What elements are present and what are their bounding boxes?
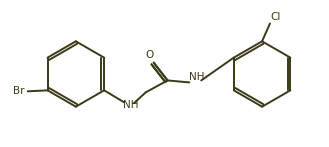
Text: Br: Br <box>13 86 25 96</box>
Text: NH: NH <box>123 100 139 110</box>
Text: NH: NH <box>189 72 204 82</box>
Text: Cl: Cl <box>271 12 281 22</box>
Text: O: O <box>146 50 154 60</box>
